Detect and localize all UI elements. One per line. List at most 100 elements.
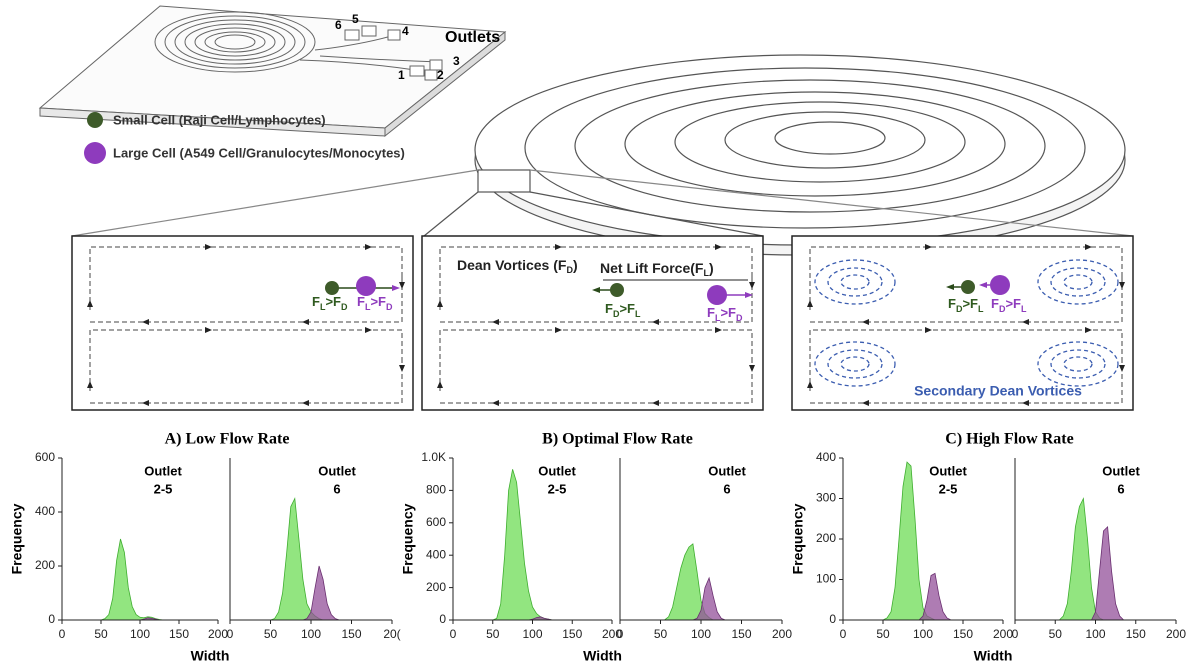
- outlet-number: 2: [437, 68, 444, 82]
- y-axis-label: Frequency: [9, 503, 25, 574]
- subscript: L: [320, 302, 326, 312]
- outlet-number: 4: [402, 24, 409, 38]
- flow-arrow: [492, 400, 499, 406]
- spiral-channel: [71, 54, 1134, 256]
- flow-loop: [439, 329, 753, 404]
- arrow-head: [392, 285, 400, 291]
- x-tick-label: 20(: [383, 627, 400, 641]
- dean-vortices: [814, 259, 1119, 387]
- arrow-head: [592, 287, 600, 293]
- histogram-area: [1047, 526, 1144, 621]
- flow-loop: [89, 246, 403, 323]
- legend-label: Large Cell (A549 Cell/Granulocytes/Monoc…: [113, 145, 405, 160]
- flow-loop: [809, 329, 1123, 404]
- label-part: Net Lift Force(F: [600, 260, 704, 276]
- outlet-number: 6: [335, 18, 342, 32]
- y-tick-label: 600: [35, 450, 55, 464]
- outlet-annotation: Outlet: [929, 463, 967, 478]
- lift-label: Net Lift Force(FL): [600, 260, 714, 279]
- label-part: F: [707, 305, 715, 320]
- outlet-annotation: Outlet: [708, 463, 746, 478]
- flow-arrow: [925, 244, 932, 250]
- label-part: >F: [1005, 296, 1021, 311]
- label-part: Dean Vortices (F: [457, 257, 567, 273]
- x-tick-label: 50: [876, 627, 890, 641]
- flow-arrow: [492, 319, 499, 325]
- x-tick-label: 150: [953, 627, 973, 641]
- flow-arrow: [302, 400, 309, 406]
- x-tick-label: 100: [691, 627, 711, 641]
- subscript: L: [365, 302, 371, 312]
- arrow-head: [946, 284, 954, 290]
- outlet-annotation: 2-5: [548, 481, 567, 496]
- x-tick-label: 0: [617, 627, 624, 641]
- y-tick-label: 0: [48, 612, 55, 626]
- legend-marker-small: [87, 112, 103, 128]
- x-tick-label: 100: [130, 627, 150, 641]
- subscript: D: [613, 309, 620, 319]
- outlet-number: 1: [398, 68, 405, 82]
- subscript: D: [736, 313, 743, 323]
- label-part: >F: [619, 301, 635, 316]
- label-part: ): [573, 257, 578, 273]
- histogram-area: [93, 538, 187, 621]
- force-label: FD>FL: [605, 301, 641, 319]
- label-part: F: [948, 296, 956, 311]
- flow-arrow: [1022, 400, 1029, 406]
- y-tick-label: 1.0K: [421, 450, 446, 464]
- x-tick-label: 200: [208, 627, 228, 641]
- y-tick-label: 100: [816, 572, 836, 586]
- group-title: A) Low Flow Rate: [165, 431, 290, 448]
- flow-arrow: [142, 319, 149, 325]
- y-axis-label: Frequency: [790, 503, 806, 574]
- flow-arrow: [652, 400, 659, 406]
- flow-arrow: [1085, 244, 1092, 250]
- flow-arrow: [925, 327, 932, 333]
- flow-arrow: [749, 365, 755, 372]
- x-tick-label: 200: [993, 627, 1013, 641]
- large-cell: [356, 276, 376, 296]
- x-axis-label: Width: [191, 648, 230, 664]
- small-cell: [961, 280, 975, 294]
- flow-arrow: [302, 319, 309, 325]
- label-part: F: [991, 296, 999, 311]
- outlet-annotation: Outlet: [318, 463, 356, 478]
- y-tick-label: 200: [426, 580, 446, 594]
- label-part: ): [709, 260, 714, 276]
- y-tick-label: 200: [816, 531, 836, 545]
- x-tick-label: 50: [94, 627, 108, 641]
- panel: [421, 235, 764, 411]
- y-tick-label: 0: [439, 612, 446, 626]
- flow-arrow: [749, 282, 755, 289]
- flow-loop: [89, 329, 403, 404]
- subscript: D: [341, 302, 348, 312]
- y-tick-label: 400: [426, 547, 446, 561]
- x-tick-label: 150: [341, 627, 361, 641]
- x-tick-label: 0: [450, 627, 457, 641]
- x-tick-label: 150: [731, 627, 751, 641]
- outlet-number: 5: [352, 12, 359, 26]
- panel: [71, 235, 414, 411]
- outlet-number: 3: [453, 54, 460, 68]
- histogram-area: [1047, 497, 1144, 621]
- x-tick-label: 200: [1166, 627, 1186, 641]
- flow-arrow: [87, 381, 93, 388]
- device: [38, 5, 507, 138]
- outlet-annotation: 6: [1117, 481, 1124, 496]
- subscript: D: [386, 302, 393, 312]
- flow-arrow: [555, 244, 562, 250]
- flow-arrow: [365, 244, 372, 250]
- dean-label: Dean Vortices (FD): [457, 257, 578, 276]
- flow-arrow: [1085, 327, 1092, 333]
- group-title: C) High Flow Rate: [945, 431, 1073, 448]
- flow-arrow: [807, 300, 813, 307]
- x-tick-label: 0: [1012, 627, 1019, 641]
- legend-marker-large: [84, 142, 106, 164]
- subscript: L: [715, 313, 721, 323]
- flow-arrow: [1022, 319, 1029, 325]
- force-label: FD>FL: [948, 296, 984, 314]
- flow-arrow: [862, 400, 869, 406]
- flow-loop: [809, 246, 1123, 323]
- subscript: L: [1021, 304, 1027, 314]
- x-axis-label: Width: [974, 648, 1013, 664]
